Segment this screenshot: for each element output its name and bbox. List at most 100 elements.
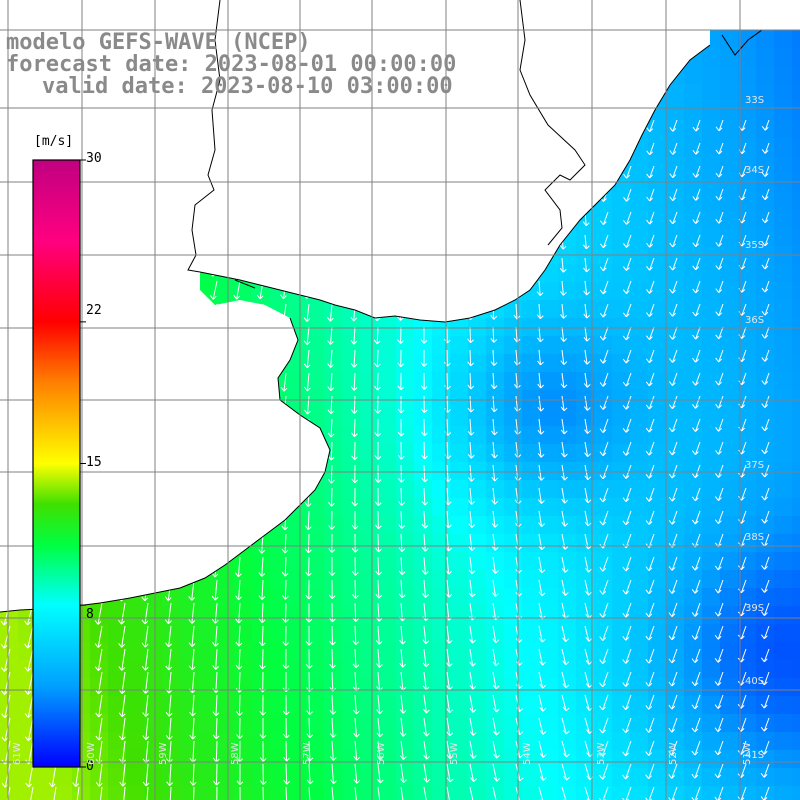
wind-arrow [350, 395, 358, 414]
speed-cell [396, 714, 414, 732]
speed-cell [504, 624, 522, 642]
speed-cell [738, 408, 756, 426]
speed-cell [774, 66, 792, 84]
speed-cell [756, 642, 774, 660]
speed-cell [468, 498, 486, 516]
wind-arrow [623, 257, 632, 271]
wind-arrow [469, 786, 474, 800]
speed-cell [630, 732, 648, 750]
speed-cell [648, 606, 666, 624]
speed-cell [666, 624, 684, 642]
speed-cell [504, 660, 522, 678]
wind-arrow [491, 556, 499, 574]
speed-cell [666, 750, 684, 768]
speed-cell [684, 354, 702, 372]
speed-cell [558, 516, 576, 534]
speed-cell [108, 660, 126, 678]
speed-cell [774, 750, 792, 768]
speed-cell [36, 786, 54, 800]
speed-cell [612, 210, 630, 228]
speed-cell [360, 462, 378, 480]
speed-cell [720, 498, 738, 516]
speed-cell [558, 624, 576, 642]
speed-cell [540, 678, 558, 696]
speed-cell [720, 660, 738, 678]
wind-arrow [599, 556, 609, 572]
wind-arrow [445, 648, 453, 667]
wind-arrow [94, 625, 103, 648]
wind-arrow [422, 694, 430, 714]
speed-cell [792, 624, 800, 642]
speed-cell [774, 390, 792, 408]
wind-arrow [561, 556, 569, 573]
speed-cell [720, 552, 738, 570]
speed-cell [648, 156, 666, 174]
wind-arrow [668, 556, 678, 571]
speed-cell [288, 696, 306, 714]
speed-cell [198, 714, 216, 732]
speed-cell [414, 732, 432, 750]
speed-cell [756, 120, 774, 138]
speed-cell [594, 300, 612, 318]
speed-cell [630, 642, 648, 660]
wind-arrow [421, 487, 429, 506]
wind-arrow [446, 740, 454, 760]
speed-cell [324, 588, 342, 606]
speed-cell [738, 102, 756, 120]
speed-cell [126, 768, 144, 786]
speed-cell [756, 570, 774, 588]
wind-arrow [72, 763, 80, 787]
speed-cell [666, 480, 684, 498]
speed-cell [198, 588, 216, 606]
wind-arrow [668, 671, 678, 687]
speed-cell [792, 300, 800, 318]
speed-cell [738, 174, 756, 192]
speed-cell [792, 552, 800, 570]
speed-cell [216, 642, 234, 660]
wind-arrow [761, 395, 770, 408]
speed-cell [450, 336, 468, 354]
colorbar-tick-8: 8 [86, 607, 94, 622]
speed-cell [324, 318, 342, 336]
wind-arrow [691, 671, 701, 687]
wind-arrow [714, 671, 724, 686]
lat-label-41s: 41S [745, 750, 765, 761]
speed-cell [108, 750, 126, 768]
wind-arrow [397, 418, 405, 437]
wind-arrow [304, 395, 311, 415]
speed-cell [522, 714, 540, 732]
speed-cell [126, 606, 144, 624]
speed-cell [522, 444, 540, 462]
speed-cell [774, 552, 792, 570]
wind-arrow [715, 165, 724, 178]
speed-cell [756, 462, 774, 480]
speed-cell [414, 714, 432, 732]
speed-cell [324, 372, 342, 390]
speed-cell [522, 624, 540, 642]
wind-arrow [599, 740, 609, 757]
speed-cell [792, 192, 800, 210]
speed-cell [486, 732, 504, 750]
speed-cell [702, 264, 720, 282]
wind-arrow [235, 625, 243, 647]
speed-cell [342, 606, 360, 624]
speed-cell [540, 426, 558, 444]
wind-arrow [188, 579, 196, 601]
speed-cell [360, 534, 378, 552]
wind-arrow [236, 717, 243, 739]
speed-cell [594, 210, 612, 228]
wind-arrow [491, 510, 499, 528]
speed-cell [792, 750, 800, 768]
speed-cell [126, 732, 144, 750]
wind-arrow [646, 303, 655, 317]
wind-arrow [668, 395, 678, 410]
wind-arrow [645, 763, 655, 780]
speed-cell [450, 642, 468, 660]
wind-arrow [691, 694, 701, 710]
speed-cell [378, 552, 396, 570]
wind-arrow [622, 694, 632, 710]
speed-cell [774, 336, 792, 354]
wind-arrow [446, 671, 453, 690]
speed-cell [720, 444, 738, 462]
wind-arrow [374, 441, 382, 460]
